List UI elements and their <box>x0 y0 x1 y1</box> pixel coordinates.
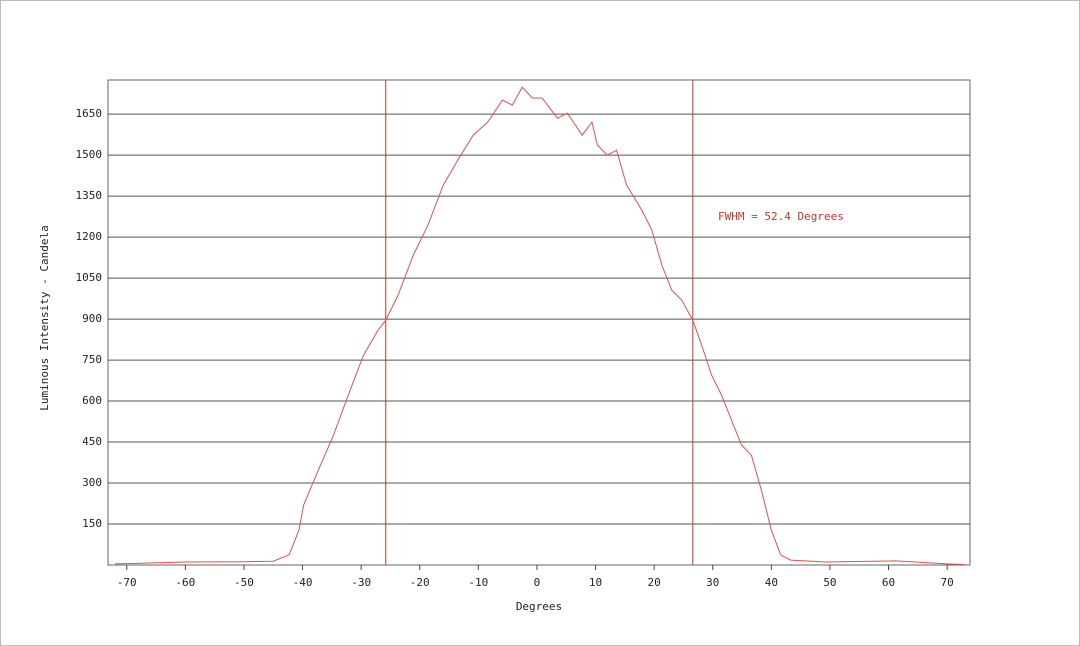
data-line <box>114 86 965 565</box>
annotation: FWHM = 52.4 Degrees <box>718 210 844 223</box>
y-tick-label: 1650 <box>76 107 103 120</box>
y-tick-label: 150 <box>82 517 102 530</box>
x-tick-label: 0 <box>534 576 541 589</box>
x-axis-label: Degrees <box>516 600 562 613</box>
y-tick-label: 1200 <box>76 230 103 243</box>
x-tick-label: -40 <box>293 576 313 589</box>
x-tick-label: -30 <box>351 576 371 589</box>
y-axis-label: Luminous Intensity - Candela <box>38 225 51 410</box>
y-tick-label: 1050 <box>76 271 103 284</box>
y-tick-label: 750 <box>82 353 102 366</box>
y-tick-label: 300 <box>82 476 102 489</box>
x-tick-label: -20 <box>410 576 430 589</box>
y-tick-label: 1350 <box>76 189 103 202</box>
x-tick-label: 20 <box>648 576 661 589</box>
x-tick-label: 10 <box>589 576 602 589</box>
x-tick-label: 50 <box>823 576 836 589</box>
x-tick-label: -10 <box>468 576 488 589</box>
plot-area <box>107 79 971 566</box>
x-tick-label: 70 <box>941 576 954 589</box>
x-tick-label: -70 <box>117 576 137 589</box>
y-tick-label: 1500 <box>76 148 103 161</box>
y-tick-label: 450 <box>82 435 102 448</box>
y-tick-label: 900 <box>82 312 102 325</box>
x-tick-label: 30 <box>706 576 719 589</box>
x-tick-label: -60 <box>175 576 195 589</box>
x-tick-label: -50 <box>234 576 254 589</box>
y-tick-label: 600 <box>82 394 102 407</box>
x-tick-label: 40 <box>765 576 778 589</box>
x-tick-label: 60 <box>882 576 895 589</box>
